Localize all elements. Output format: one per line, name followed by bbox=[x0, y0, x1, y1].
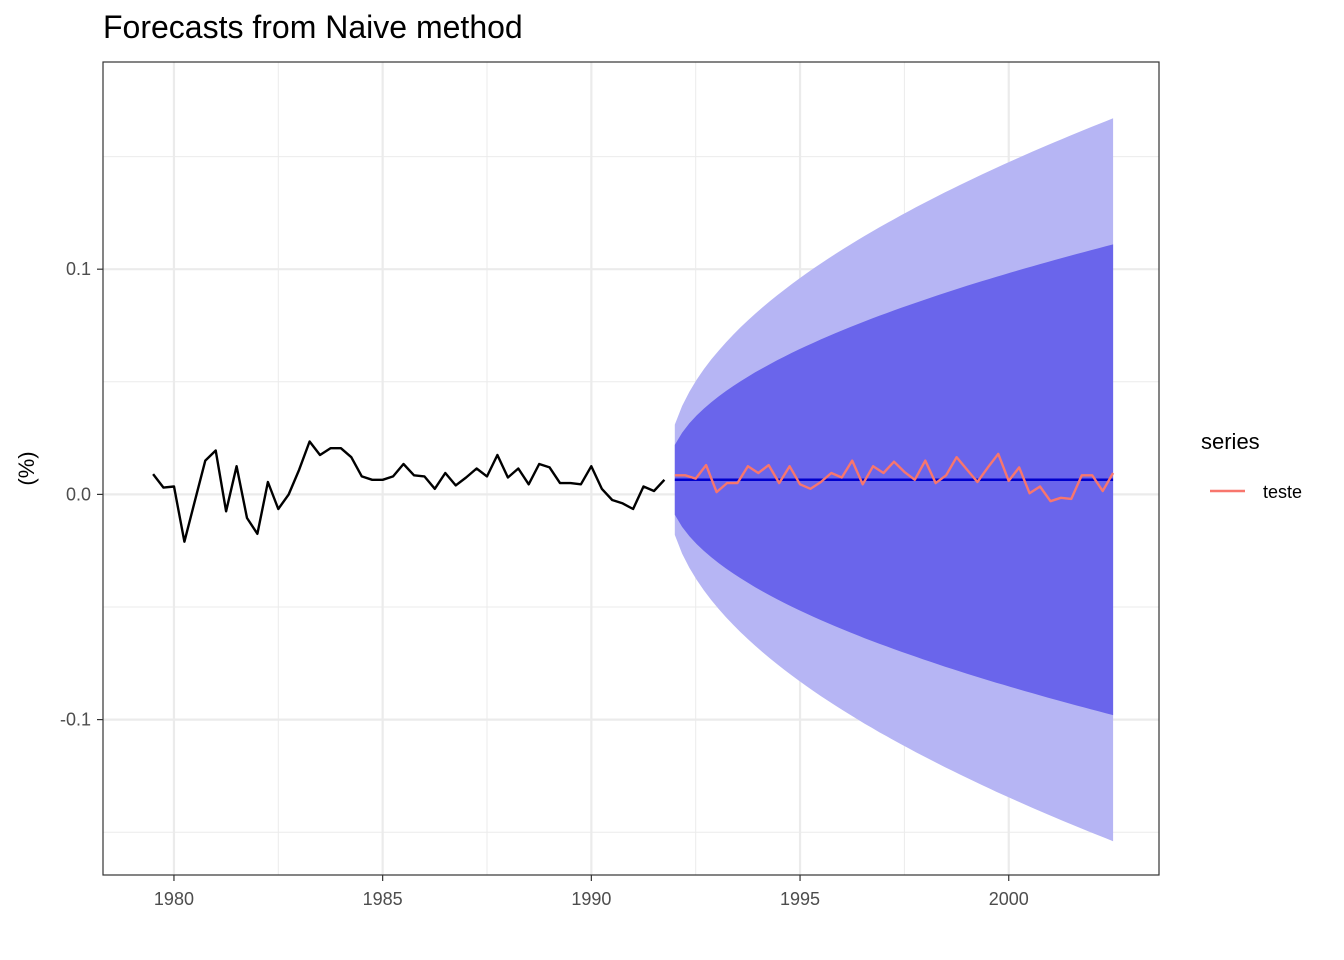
series-line-teste bbox=[674, 452, 1115, 503]
legend-entries: teste bbox=[1210, 482, 1302, 502]
x-tick-label: 1985 bbox=[363, 889, 403, 909]
x-tick-label: 1990 bbox=[571, 889, 611, 909]
legend-title: series bbox=[1201, 429, 1260, 454]
x-axis: 1980 1985 1990 1995 2000 bbox=[154, 875, 1029, 909]
plot-border bbox=[102, 61, 1160, 876]
y-tick-label: 0.1 bbox=[66, 259, 91, 279]
x-tick-label: 1995 bbox=[780, 889, 820, 909]
y-tick-label: 0.0 bbox=[66, 484, 91, 504]
x-tick-label: 2000 bbox=[989, 889, 1029, 909]
series-lines bbox=[152, 440, 1115, 543]
y-axis-title: (%) bbox=[14, 451, 39, 485]
y-tick-label: -0.1 bbox=[60, 710, 91, 730]
chart-title: Forecasts from Naive method bbox=[103, 9, 523, 45]
history-line bbox=[152, 440, 666, 543]
legend: series teste bbox=[1201, 429, 1302, 502]
x-tick-label: 1980 bbox=[154, 889, 194, 909]
legend-label: teste bbox=[1263, 482, 1302, 502]
y-axis: -0.1 0.0 0.1 bbox=[60, 259, 103, 730]
